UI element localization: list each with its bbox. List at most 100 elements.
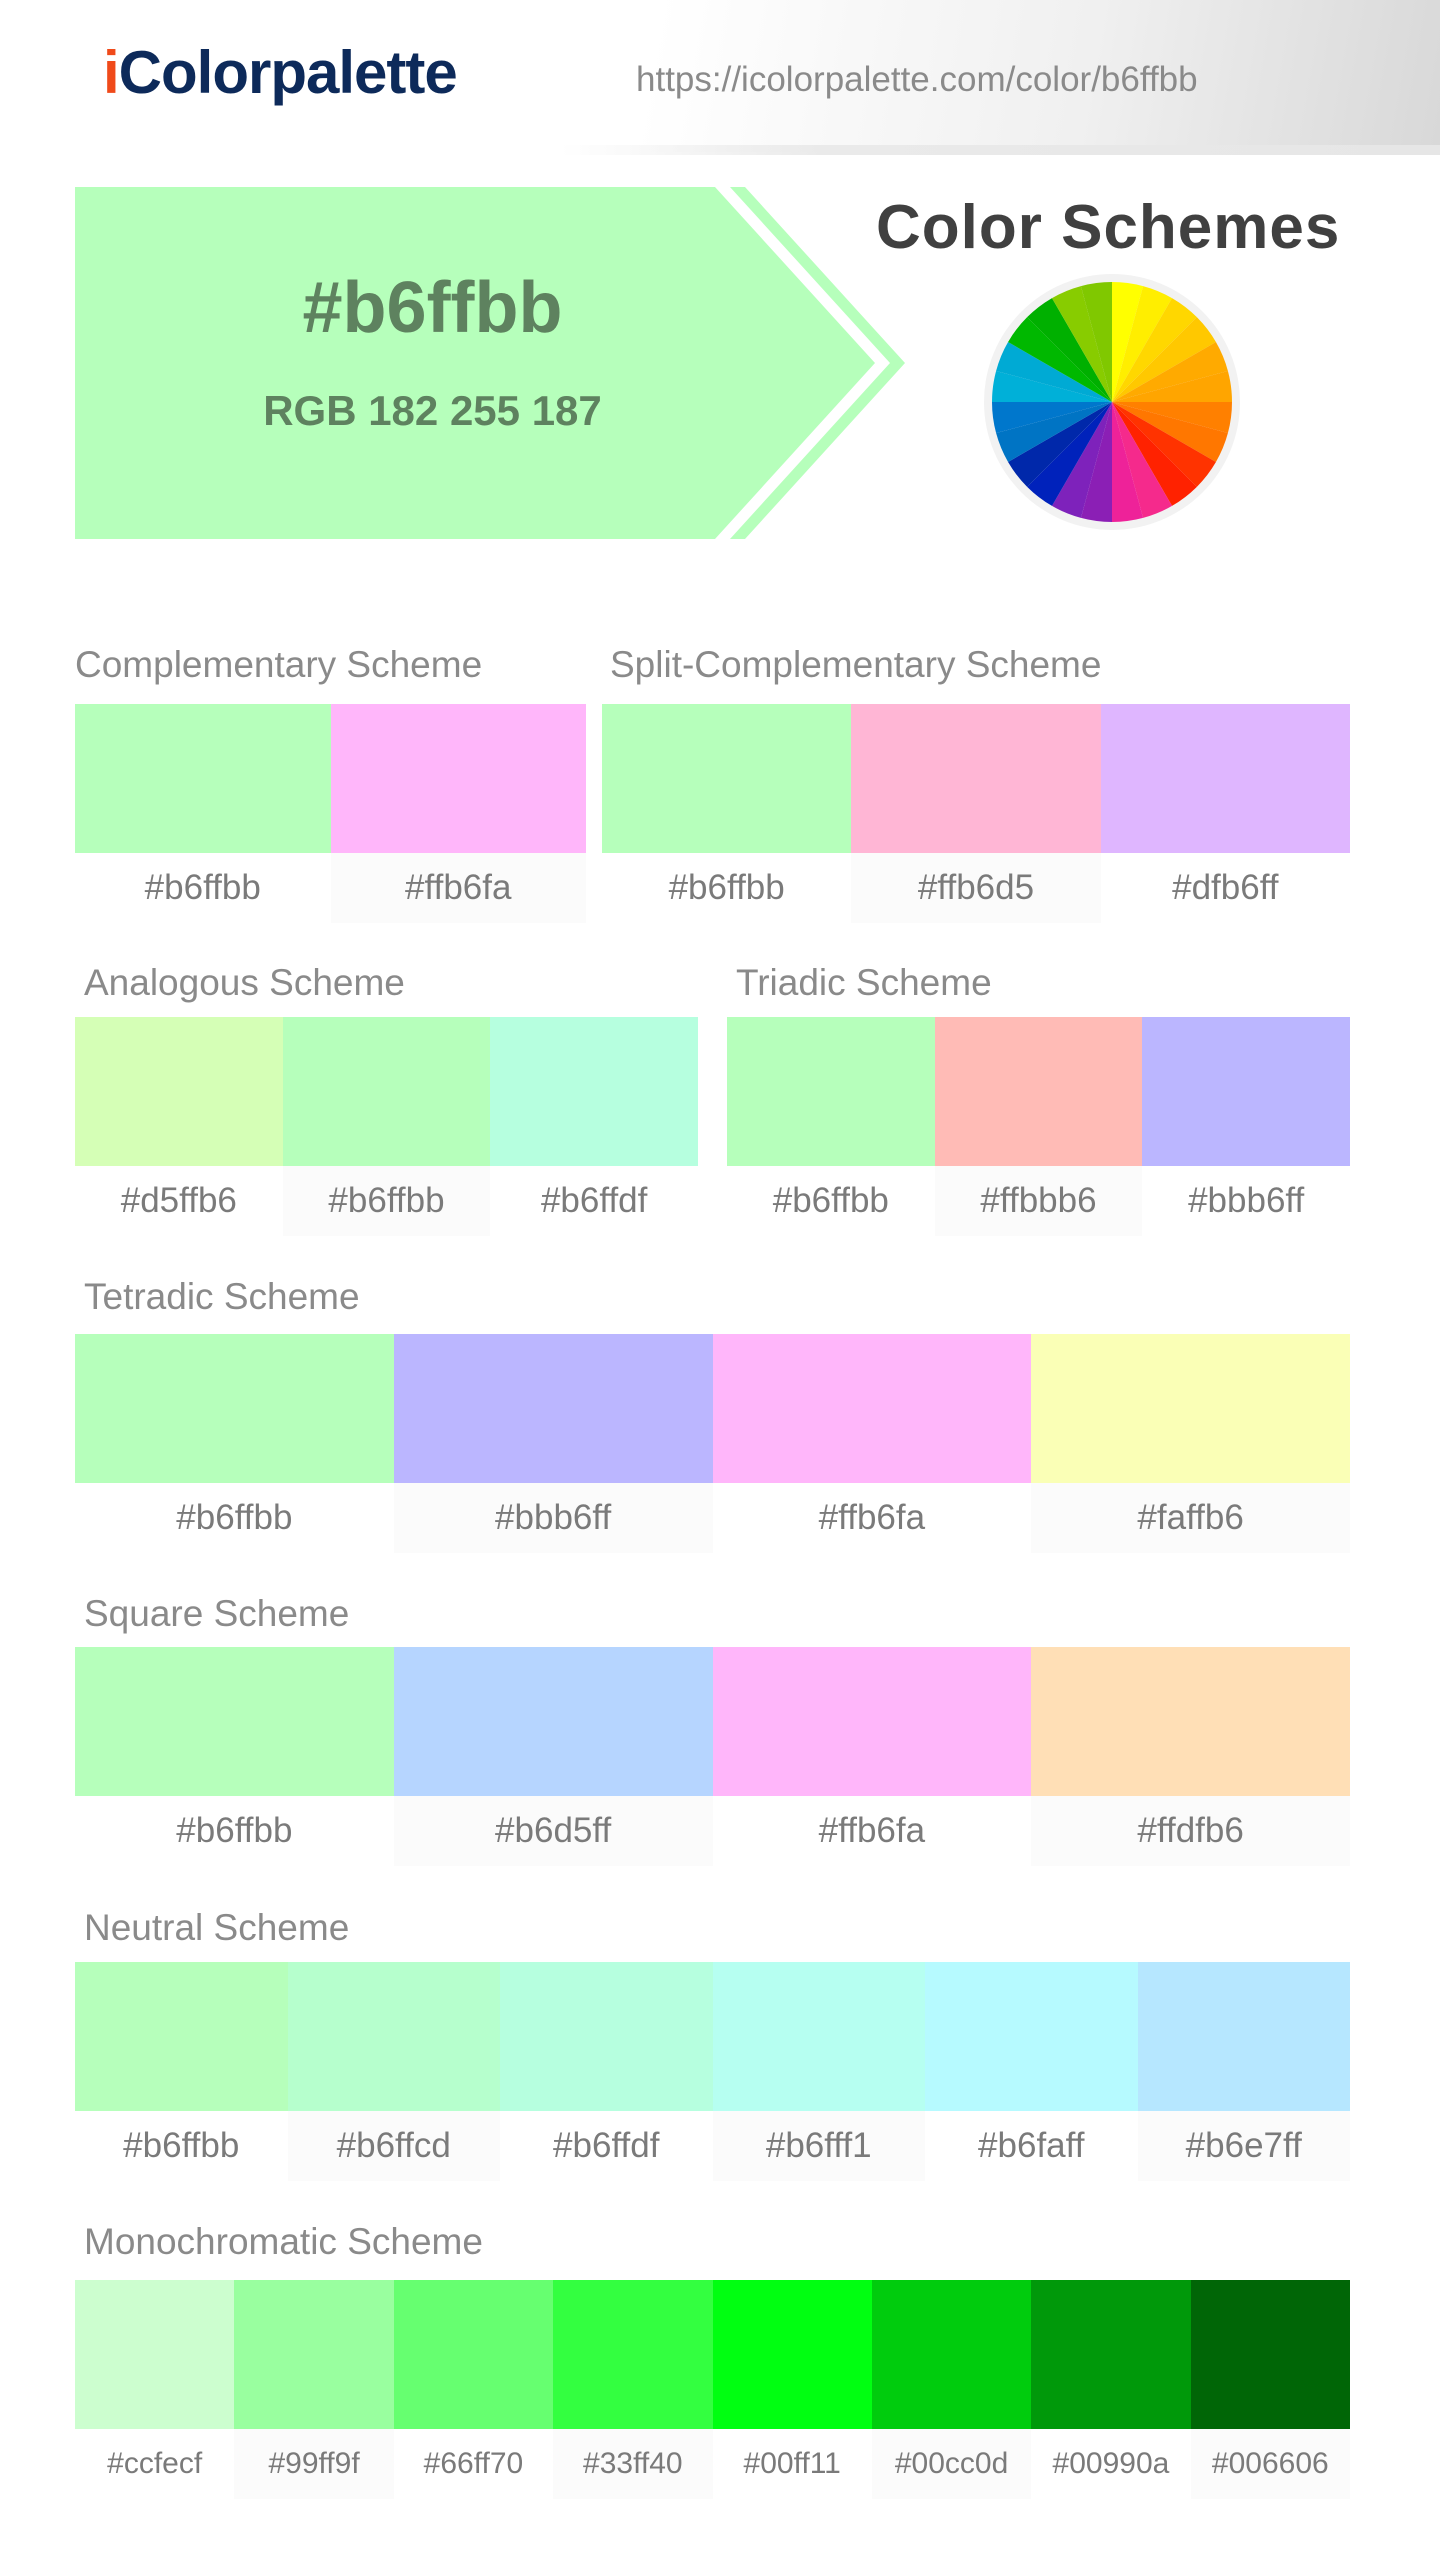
color-swatch[interactable]: #bbb6ff — [393, 1334, 713, 1553]
swatch-color-block[interactable] — [490, 1017, 699, 1166]
swatch-color-block[interactable] — [75, 704, 331, 853]
swatch-color-block[interactable] — [1137, 1962, 1350, 2111]
color-swatch[interactable]: #b6e7ff — [1137, 1962, 1350, 2181]
swatch-hex-label[interactable]: #b6ffbb — [772, 1181, 889, 1220]
swatch-color-block[interactable] — [934, 1017, 1143, 1166]
swatch-hex-label[interactable]: #b6e7ff — [1137, 2111, 1350, 2181]
color-swatch[interactable]: #b6ffbb — [75, 1647, 394, 1866]
color-swatch[interactable]: #b6ffbb — [727, 1017, 935, 1236]
color-swatch[interactable]: #00cc0d — [871, 2280, 1032, 2499]
color-swatch[interactable]: #00ff11 — [712, 2280, 872, 2499]
swatch-color-block[interactable] — [75, 1334, 394, 1483]
swatch-color-block[interactable] — [1100, 704, 1350, 853]
swatch-color-block[interactable] — [727, 1017, 935, 1166]
swatch-hex-label[interactable]: #ccfecf — [107, 2447, 203, 2480]
swatch-hex-label[interactable]: #ffb6fa — [330, 853, 586, 923]
color-swatch[interactable]: #b6ffbb — [75, 704, 331, 923]
swatch-hex-label[interactable]: #b6ffbb — [668, 868, 785, 907]
color-swatch[interactable]: #b6faff — [925, 1962, 1138, 2181]
color-swatch[interactable]: #ffb6fa — [712, 1334, 1032, 1553]
swatch-color-block[interactable] — [75, 1962, 288, 2111]
color-swatch[interactable]: #dfb6ff — [1100, 704, 1350, 923]
color-swatch[interactable]: #b6ffdf — [490, 1017, 699, 1236]
swatch-color-block[interactable] — [553, 2280, 713, 2429]
swatch-hex-label[interactable]: #33ff40 — [553, 2429, 713, 2499]
swatch-color-block[interactable] — [1031, 1334, 1350, 1483]
swatch-color-block[interactable] — [712, 2280, 872, 2429]
color-swatch[interactable]: #bbb6ff — [1142, 1017, 1351, 1236]
swatch-color-block[interactable] — [75, 1647, 394, 1796]
swatch-color-block[interactable] — [393, 2280, 554, 2429]
swatch-hex-label[interactable]: #b6ffbb — [176, 1811, 293, 1850]
color-swatch[interactable]: #b6ffbb — [75, 1334, 394, 1553]
color-swatch[interactable]: #ffb6d5 — [851, 704, 1101, 923]
swatch-hex-label[interactable]: #b6d5ff — [393, 1796, 713, 1866]
color-swatch[interactable]: #b6ffbb — [75, 1962, 288, 2181]
logo[interactable]: iColorpalette — [103, 38, 458, 107]
swatch-color-block[interactable] — [851, 704, 1101, 853]
color-swatch[interactable]: #33ff40 — [553, 2280, 713, 2499]
swatch-hex-label[interactable]: #ffb6fa — [818, 1811, 926, 1850]
swatch-hex-label[interactable]: #b6ffbb — [123, 2126, 240, 2165]
swatch-hex-label[interactable]: #ffdfb6 — [1031, 1796, 1350, 1866]
color-swatch[interactable]: #b6ffbb — [282, 1017, 491, 1236]
swatch-color-block[interactable] — [500, 1962, 713, 2111]
swatch-hex-label[interactable]: #faffb6 — [1031, 1483, 1350, 1553]
color-swatch[interactable]: #ffdfb6 — [1031, 1647, 1350, 1866]
swatch-hex-label[interactable]: #00ff11 — [743, 2447, 841, 2480]
color-swatch[interactable]: #66ff70 — [393, 2280, 554, 2499]
swatch-color-block[interactable] — [1031, 2280, 1191, 2429]
swatch-hex-label[interactable]: #b6ffbb — [176, 1498, 293, 1537]
swatch-hex-label[interactable]: #b6faff — [978, 2126, 1085, 2165]
color-swatch[interactable]: #ffb6fa — [712, 1647, 1032, 1866]
swatch-color-block[interactable] — [75, 1017, 283, 1166]
swatch-color-block[interactable] — [712, 1334, 1032, 1483]
swatch-color-block[interactable] — [287, 1962, 500, 2111]
swatch-color-block[interactable] — [712, 1962, 925, 2111]
color-swatch[interactable]: #faffb6 — [1031, 1334, 1350, 1553]
swatch-color-block[interactable] — [1190, 2280, 1350, 2429]
swatch-color-block[interactable] — [234, 2280, 394, 2429]
swatch-color-block[interactable] — [712, 1647, 1032, 1796]
swatch-hex-label[interactable]: #dfb6ff — [1172, 868, 1279, 907]
swatch-color-block[interactable] — [1031, 1647, 1350, 1796]
swatch-hex-label[interactable]: #ffb6fa — [818, 1498, 926, 1537]
swatch-hex-label[interactable]: #99ff9f — [234, 2429, 394, 2499]
swatch-hex-label[interactable]: #bbb6ff — [1188, 1181, 1305, 1220]
color-swatch[interactable]: #99ff9f — [234, 2280, 394, 2499]
color-swatch[interactable]: #ffbbb6 — [934, 1017, 1143, 1236]
swatch-color-block[interactable] — [1142, 1017, 1351, 1166]
swatch-hex-label[interactable]: #d5ffb6 — [120, 1181, 237, 1220]
color-swatch[interactable]: #b6ffbb — [602, 704, 852, 923]
color-swatch[interactable]: #b6d5ff — [393, 1647, 713, 1866]
swatch-color-block[interactable] — [393, 1334, 713, 1483]
color-swatch[interactable]: #ffb6fa — [330, 704, 586, 923]
color-swatch[interactable]: #00990a — [1031, 2280, 1191, 2499]
swatch-hex-label[interactable]: #b6ffbb — [282, 1166, 491, 1236]
color-swatch[interactable]: #b6ffdf — [500, 1962, 713, 2181]
swatch-hex-label[interactable]: #b6ffcd — [287, 2111, 500, 2181]
swatch-color-block[interactable] — [602, 704, 852, 853]
swatch-hex-label[interactable]: #b6ffdf — [553, 2126, 660, 2165]
swatch-hex-label[interactable]: #66ff70 — [423, 2447, 524, 2480]
swatch-hex-label[interactable]: #ffb6d5 — [851, 853, 1101, 923]
swatch-hex-label[interactable]: #00cc0d — [871, 2429, 1032, 2499]
swatch-color-block[interactable] — [393, 1647, 713, 1796]
swatch-hex-label[interactable]: #00990a — [1052, 2447, 1170, 2480]
swatch-color-block[interactable] — [75, 2280, 235, 2429]
color-swatch[interactable]: #006606 — [1190, 2280, 1350, 2499]
swatch-color-block[interactable] — [925, 1962, 1138, 2111]
color-swatch[interactable]: #d5ffb6 — [75, 1017, 283, 1236]
swatch-hex-label[interactable]: #b6ffdf — [540, 1181, 648, 1220]
swatch-hex-label[interactable]: #ffbbb6 — [934, 1166, 1143, 1236]
swatch-hex-label[interactable]: #b6ffbb — [144, 868, 261, 907]
color-swatch[interactable]: #b6fff1 — [712, 1962, 925, 2181]
swatch-color-block[interactable] — [330, 704, 586, 853]
swatch-hex-label[interactable]: #006606 — [1190, 2429, 1350, 2499]
color-swatch[interactable]: #ccfecf — [75, 2280, 235, 2499]
color-swatch[interactable]: #b6ffcd — [287, 1962, 500, 2181]
swatch-color-block[interactable] — [871, 2280, 1032, 2429]
swatch-color-block[interactable] — [282, 1017, 491, 1166]
swatch-hex-label[interactable]: #b6fff1 — [712, 2111, 925, 2181]
swatch-hex-label[interactable]: #bbb6ff — [393, 1483, 713, 1553]
